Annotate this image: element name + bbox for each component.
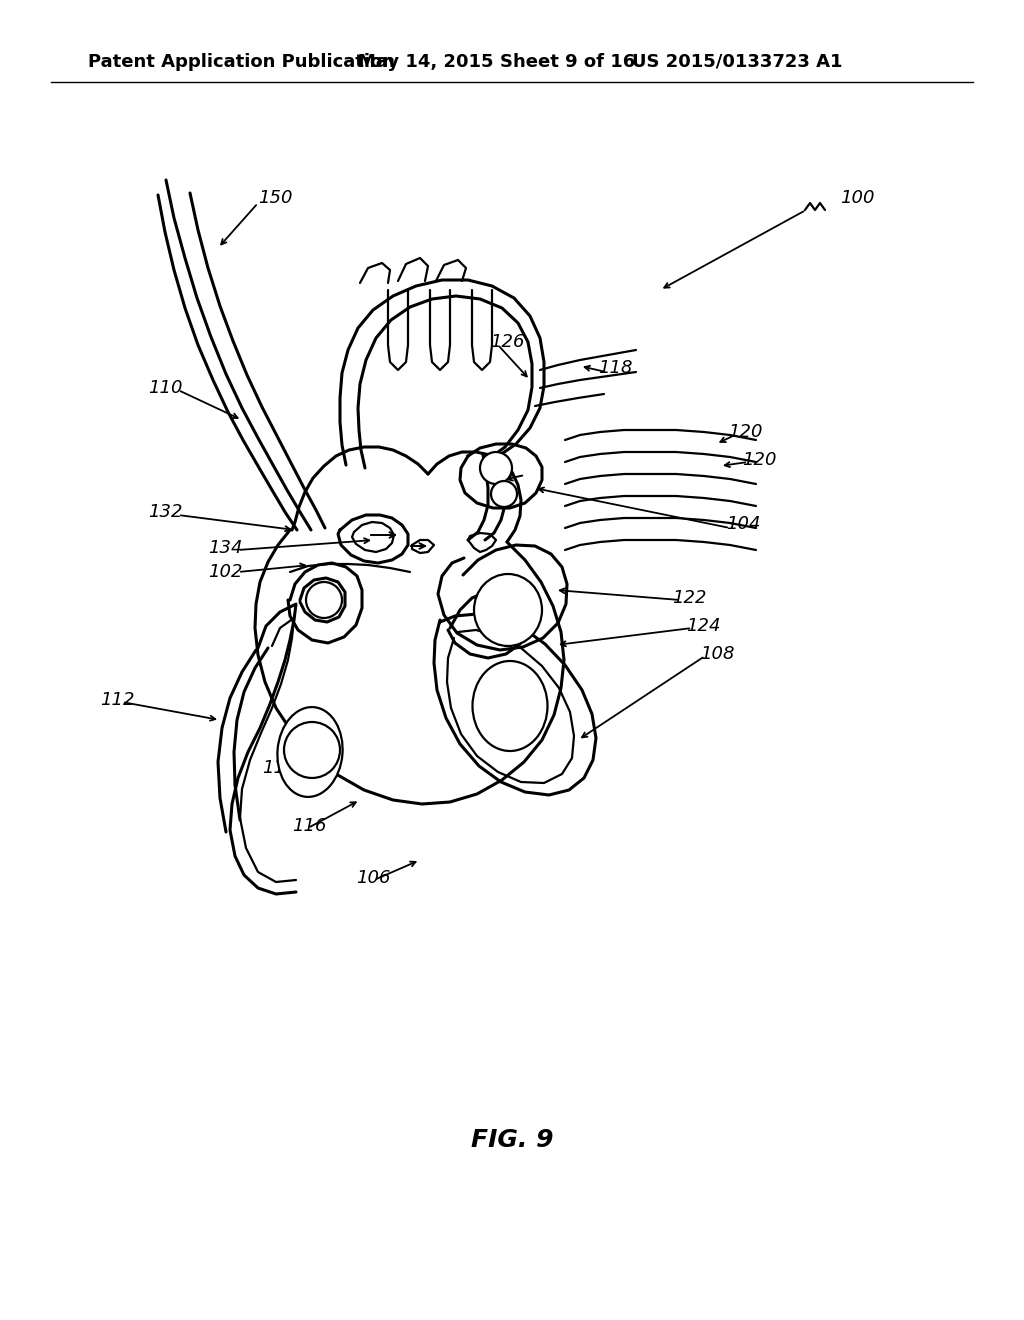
Text: 120: 120 [742, 451, 776, 469]
Circle shape [490, 480, 517, 507]
Text: 122: 122 [672, 589, 707, 607]
Text: FIG. 9: FIG. 9 [471, 1129, 553, 1152]
Text: 102: 102 [208, 564, 243, 581]
Text: 126: 126 [490, 333, 524, 351]
Ellipse shape [474, 574, 542, 645]
Text: Sheet 9 of 16: Sheet 9 of 16 [500, 53, 635, 71]
Text: May 14, 2015: May 14, 2015 [358, 53, 494, 71]
Ellipse shape [278, 708, 343, 797]
Text: 124: 124 [686, 616, 721, 635]
Ellipse shape [472, 661, 548, 751]
Text: 132: 132 [148, 503, 182, 521]
Text: US 2015/0133723 A1: US 2015/0133723 A1 [632, 53, 843, 71]
Circle shape [306, 582, 342, 618]
Circle shape [480, 451, 512, 484]
Text: 134: 134 [208, 539, 243, 557]
Text: 120: 120 [728, 422, 763, 441]
Text: 110: 110 [148, 379, 182, 397]
Text: 106: 106 [356, 869, 390, 887]
Text: 108: 108 [700, 645, 734, 663]
Text: Patent Application Publication: Patent Application Publication [88, 53, 395, 71]
Text: 112: 112 [100, 690, 134, 709]
Text: 118: 118 [598, 359, 633, 378]
Text: 150: 150 [258, 189, 293, 207]
Text: 114: 114 [262, 759, 297, 777]
Text: 104: 104 [726, 515, 761, 533]
Text: 116: 116 [292, 817, 327, 836]
Circle shape [284, 722, 340, 777]
Text: 100: 100 [840, 189, 874, 207]
